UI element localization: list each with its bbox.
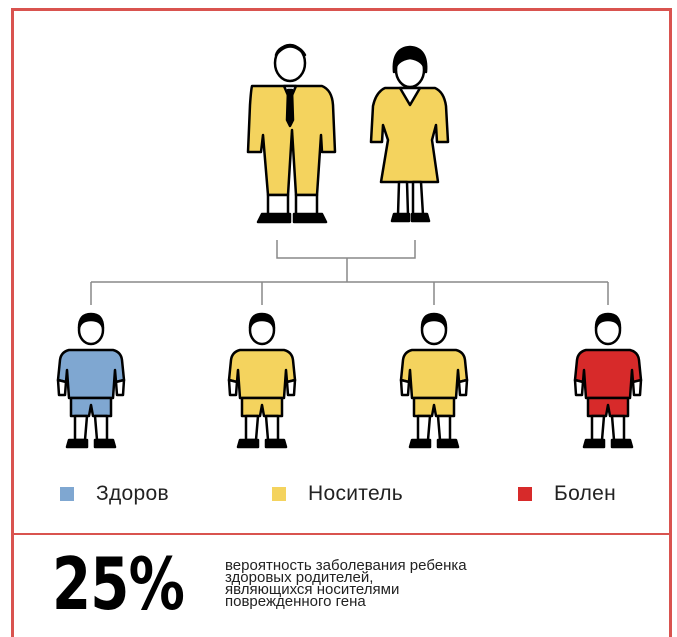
child-leg xyxy=(93,414,109,442)
legend-item-sick: Болен xyxy=(518,482,616,506)
description-line: вероятность заболевания ребенка xyxy=(225,557,467,574)
child-hair xyxy=(248,312,276,330)
child-figure xyxy=(227,312,297,449)
child-shoe xyxy=(436,438,460,449)
probability-value: 25% xyxy=(52,542,185,626)
child-arm xyxy=(399,378,411,397)
child-arm xyxy=(56,378,68,397)
frame-border-left xyxy=(11,8,14,637)
child-shorts xyxy=(69,396,113,418)
child-shoe xyxy=(582,438,606,449)
child-shoe xyxy=(610,438,634,449)
child-leg xyxy=(590,414,606,442)
legend-item-carrier: Носитель xyxy=(272,482,403,506)
child-figure xyxy=(56,312,126,449)
description-line: поврежденного гена xyxy=(225,593,366,610)
child-leg xyxy=(244,414,260,442)
mother-body xyxy=(369,86,450,184)
frame-border-top xyxy=(11,8,672,11)
mother-figure xyxy=(369,45,450,223)
child-leg xyxy=(610,414,626,442)
child-shirt xyxy=(227,348,297,400)
child-shoe xyxy=(93,438,117,449)
child-shorts xyxy=(586,396,630,418)
child-hair xyxy=(77,312,105,330)
child-leg xyxy=(436,414,452,442)
child-hair xyxy=(420,312,448,330)
family-tree-connectors xyxy=(90,240,609,305)
child-arm xyxy=(457,378,469,397)
father-body xyxy=(246,84,337,197)
section-divider xyxy=(11,533,672,535)
legend-label-carrier: Носитель xyxy=(308,482,404,505)
legend-label-sick: Болен xyxy=(554,482,617,505)
description-line: являющихся носителями xyxy=(225,581,400,598)
legend-label-healthy: Здоров xyxy=(96,482,169,505)
child-shirt xyxy=(573,348,643,400)
child-arm xyxy=(631,378,643,397)
legend-item-healthy: Здоров xyxy=(60,482,169,506)
child-leg xyxy=(264,414,280,442)
legend-swatch-healthy xyxy=(60,487,74,501)
child-leg xyxy=(73,414,89,442)
child-shoe xyxy=(408,438,432,449)
description-line: здоровых родителей, xyxy=(225,569,374,586)
child-shoe xyxy=(65,438,89,449)
child-figure xyxy=(399,312,469,449)
legend-swatch-carrier xyxy=(272,487,286,501)
child-shorts xyxy=(412,396,456,418)
child-arm xyxy=(114,378,126,397)
child-arm xyxy=(285,378,297,397)
child-shorts xyxy=(240,396,284,418)
child-leg xyxy=(416,414,432,442)
child-figure xyxy=(573,312,643,449)
legend-swatch-sick xyxy=(518,487,532,501)
child-arm xyxy=(573,378,585,397)
child-shirt xyxy=(399,348,469,400)
child-shoe xyxy=(264,438,288,449)
child-shoe xyxy=(236,438,260,449)
child-arm xyxy=(227,378,239,397)
child-hair xyxy=(594,312,622,330)
frame-border-right xyxy=(669,8,672,637)
father-figure xyxy=(246,43,337,224)
probability-description: вероятность заболевания ребенка здоровых… xyxy=(225,557,645,610)
child-shirt xyxy=(56,348,126,400)
